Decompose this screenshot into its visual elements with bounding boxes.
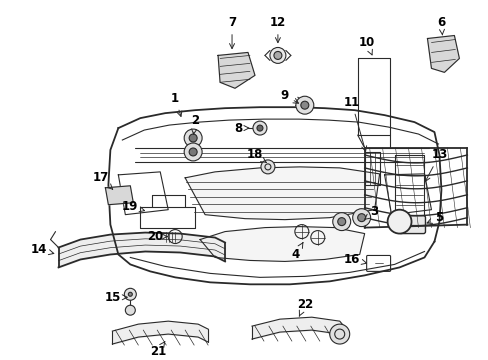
Circle shape [332,213,350,231]
Text: 1: 1 [171,92,182,116]
Text: 22: 22 [296,298,312,316]
Text: 11: 11 [343,96,366,151]
Text: 7: 7 [227,16,236,49]
Circle shape [329,324,349,344]
Text: 2: 2 [191,114,199,134]
Text: 14: 14 [30,243,54,256]
Circle shape [124,288,136,300]
Text: 17: 17 [92,171,112,189]
Text: 18: 18 [246,148,265,162]
Circle shape [252,121,266,135]
Text: 5: 5 [426,211,443,224]
Text: 15: 15 [104,291,127,304]
Polygon shape [200,226,364,261]
Text: 13: 13 [425,148,447,181]
Text: 20: 20 [147,230,167,243]
Text: 4: 4 [291,243,303,261]
Circle shape [300,101,308,109]
Circle shape [357,214,365,222]
Polygon shape [218,53,254,88]
Text: 21: 21 [150,342,166,357]
Text: 6: 6 [436,16,445,35]
Text: 12: 12 [269,16,285,42]
Text: 16: 16 [343,253,366,266]
Text: 9: 9 [280,89,298,103]
Text: 8: 8 [233,122,248,135]
Circle shape [184,143,202,161]
Circle shape [295,96,313,114]
Circle shape [189,134,197,142]
Circle shape [269,48,285,63]
Polygon shape [105,186,133,205]
Circle shape [125,305,135,315]
Circle shape [352,209,370,226]
Circle shape [189,148,197,156]
Circle shape [184,129,202,147]
FancyBboxPatch shape [399,216,425,234]
Text: 10: 10 [358,36,374,55]
Circle shape [387,210,411,234]
Circle shape [337,218,345,226]
Circle shape [261,160,274,174]
Circle shape [128,292,132,296]
Circle shape [256,125,263,131]
Polygon shape [427,36,458,72]
Circle shape [273,51,281,59]
Polygon shape [185,167,379,220]
Text: 3: 3 [364,205,378,219]
Text: 19: 19 [122,200,144,213]
